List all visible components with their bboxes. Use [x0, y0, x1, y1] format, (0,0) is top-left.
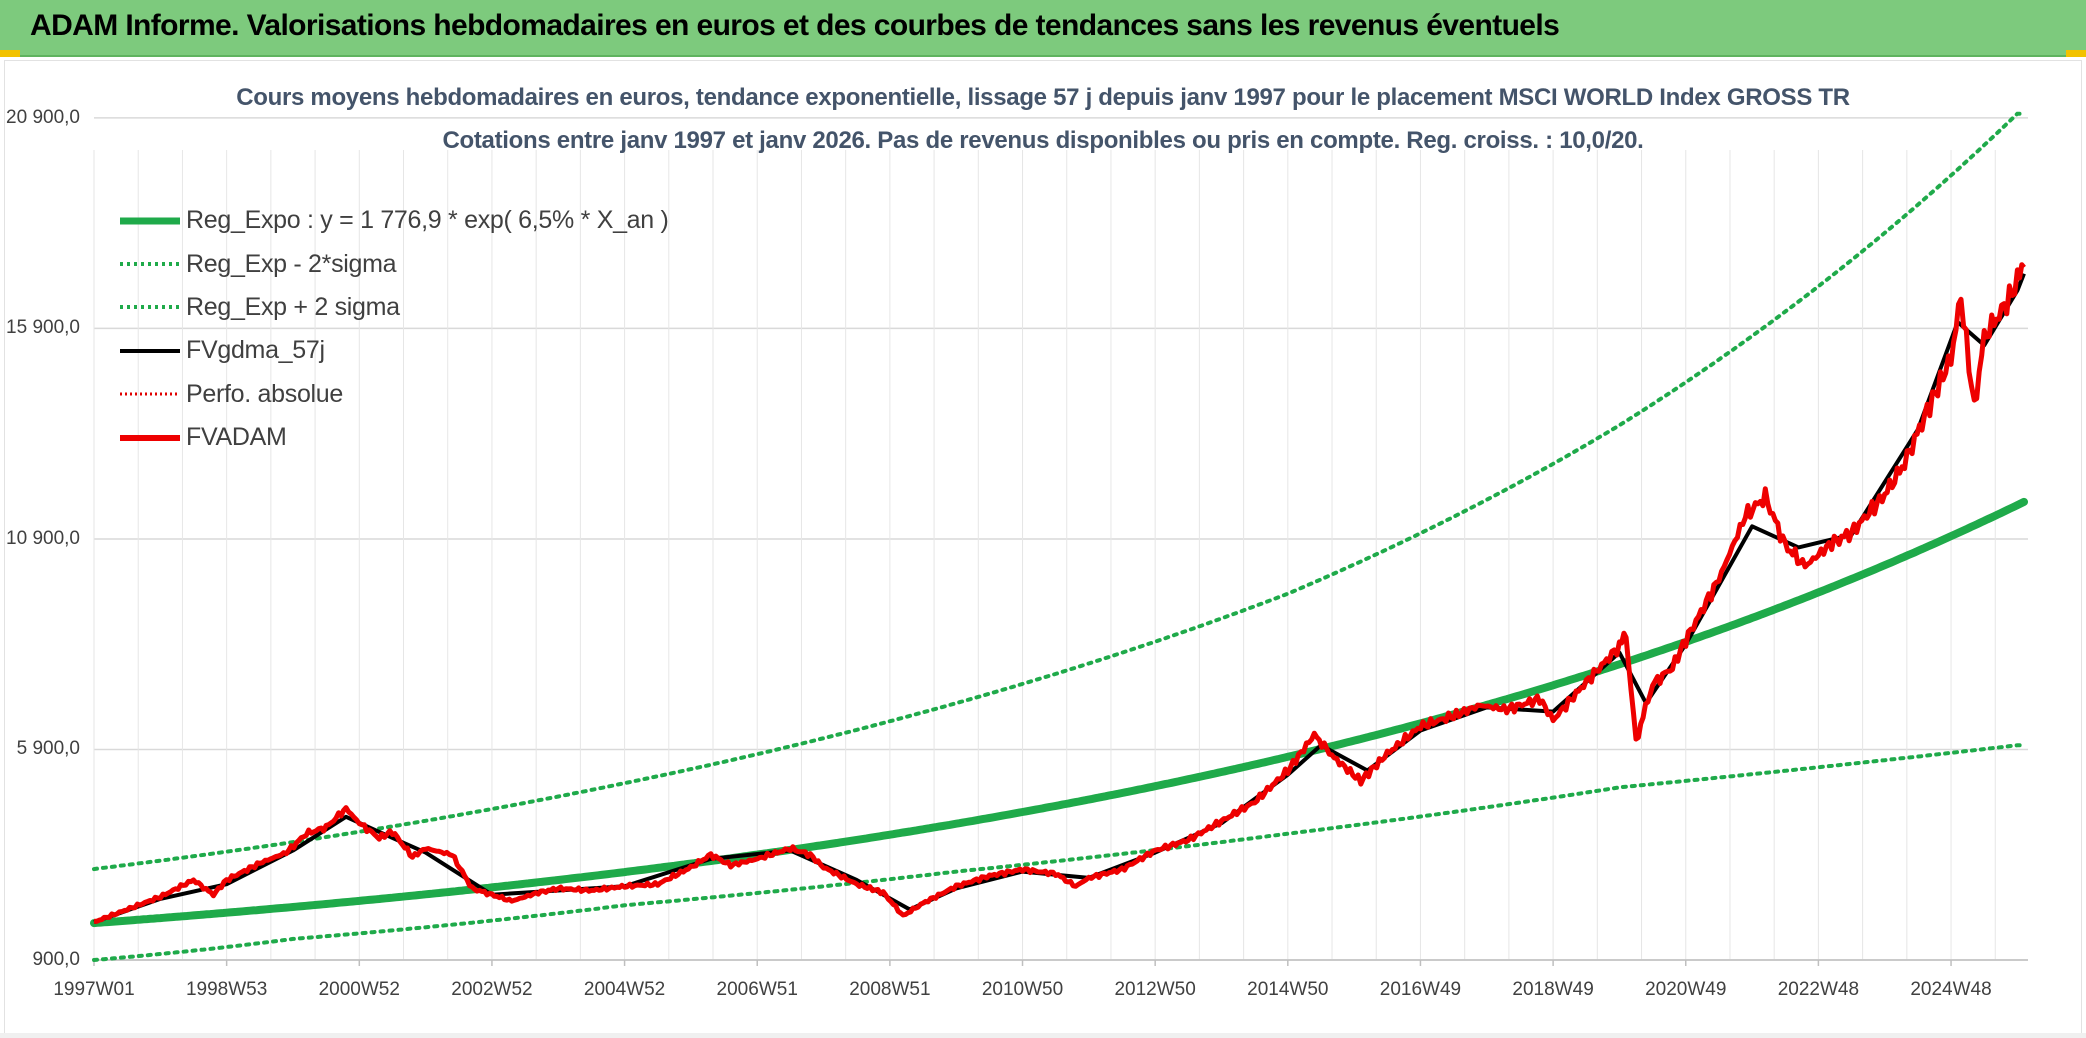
report-title: ADAM Informe. Valorisations hebdomadaire…: [30, 9, 1560, 42]
reg-expo-line: [90, 497, 2028, 928]
x-tick-label: 2002W52: [451, 979, 533, 1000]
legend-swatch-reg-expo: [120, 217, 180, 225]
legend-item-perfo-absolue: Perfo. absolue: [118, 373, 669, 416]
legend-swatch-reg-exp-plus: [120, 305, 180, 310]
legend-label-fvgdma: FVgdma_57j: [186, 336, 325, 365]
y-tick-label: 20 900,0: [6, 106, 80, 128]
legend-item-reg-exp-minus: Reg_Exp - 2*sigma: [118, 242, 669, 285]
x-tick-label: 2012W50: [1114, 979, 1196, 1000]
x-tick-label: 2010W50: [981, 979, 1064, 1000]
legend-label-fvadam: FVADAM: [186, 423, 287, 452]
x-tick-label: 2018W49: [1512, 979, 1594, 1000]
legend-label-reg-expo: Reg_Expo : y = 1 776,9 * exp( 6,5% * X_a…: [186, 206, 669, 235]
x-tick-label: 2004W52: [583, 979, 666, 1000]
x-tick-label: 2016W49: [1379, 979, 1462, 1000]
legend-item-fvgdma: FVgdma_57j: [118, 329, 669, 372]
reg-exp-minus-2sigma-line: [92, 743, 2026, 962]
legend-swatch-perfo-absolue: [120, 392, 180, 396]
chart-title-line-2: Cotations entre janv 1997 et janv 2026. …: [442, 127, 1644, 154]
bottom-edge: [0, 1033, 2086, 1038]
legend-item-reg-expo: Reg_Expo : y = 1 776,9 * exp( 6,5% * X_a…: [118, 199, 669, 242]
chart-title-line-1: Cours moyens hebdomadaires en euros, ten…: [236, 84, 1850, 111]
x-tick-label: 2000W52: [318, 979, 400, 1000]
x-tick-label: 2014W50: [1247, 979, 1329, 1000]
x-tick-label: 2024W48: [1910, 979, 1992, 1000]
legend-label-perfo-absolue: Perfo. absolue: [186, 379, 344, 408]
y-tick-label: 15 900,0: [6, 317, 80, 339]
x-tick-label: 2006W51: [716, 979, 798, 1000]
y-tick-label: 5 900,0: [16, 738, 80, 760]
banner-corner-left: [0, 50, 20, 57]
y-tick-label: 900,0: [32, 949, 80, 970]
legend-item-fvadam: FVADAM: [118, 416, 669, 459]
x-tick-label: 2008W51: [849, 979, 931, 1000]
legend-item-reg-exp-plus: Reg_Exp + 2 sigma: [118, 286, 669, 329]
legend-label-reg-exp-minus: Reg_Exp - 2*sigma: [186, 249, 397, 278]
legend-swatch-fvadam: [120, 434, 180, 441]
report-banner: ADAM Informe. Valorisations hebdomadaire…: [0, 0, 2086, 57]
reg-exp-plus-2sigma-line: [92, 111, 2026, 872]
x-tick-label: 1997W01: [53, 979, 135, 1000]
fvadam-line: [93, 262, 2026, 924]
legend-swatch-fvgdma: [120, 348, 180, 353]
x-tick-label: 1998W53: [185, 979, 268, 1000]
y-tick-label: 10 900,0: [6, 527, 80, 549]
legend-swatch-reg-exp-minus: [120, 262, 180, 267]
chart-legend: Reg_Expo : y = 1 776,9 * exp( 6,5% * X_a…: [118, 199, 669, 459]
banner-corner-right: [2066, 50, 2086, 57]
legend-label-reg-exp-plus: Reg_Exp + 2 sigma: [186, 292, 400, 321]
x-tick-label: 2022W48: [1777, 979, 1860, 1000]
x-tick-label: 2020W49: [1645, 979, 1727, 1000]
